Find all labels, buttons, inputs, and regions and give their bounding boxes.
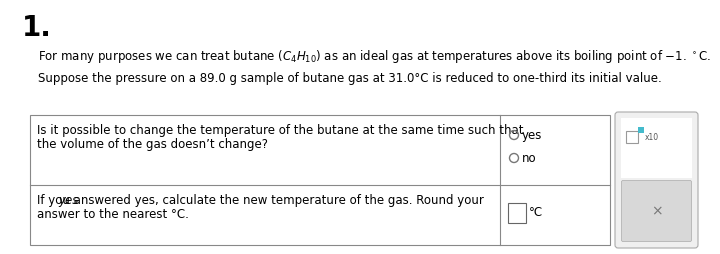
Text: Suppose the pressure on a 89.0 g sample of butane gas at 31.0°C is reduced to on: Suppose the pressure on a 89.0 g sample …	[38, 72, 662, 85]
Bar	[30, 115, 610, 245]
Text: answer to the nearest °C.: answer to the nearest °C.	[37, 208, 189, 221]
Text: °C: °C	[529, 207, 543, 219]
Text: If you answered yes, calculate the new temperature of the gas. Round your: If you answered yes, calculate the new t…	[37, 194, 484, 207]
Text: 1.: 1.	[22, 14, 52, 42]
Bar	[626, 131, 638, 143]
Text: Is it possible to change the temperature of the butane at the same time such tha: Is it possible to change the temperature…	[37, 124, 523, 137]
Text: For many purposes we can treat butane $(C_4H_{10})$ as an ideal gas at temperatu: For many purposes we can treat butane $(…	[38, 48, 711, 65]
Bar	[621, 118, 692, 178]
Bar	[508, 203, 526, 223]
FancyBboxPatch shape	[621, 181, 691, 242]
Text: yes: yes	[522, 129, 542, 141]
FancyBboxPatch shape	[615, 112, 698, 248]
Text: yes: yes	[58, 194, 78, 207]
Text: x10: x10	[645, 133, 659, 141]
Text: ×: ×	[651, 204, 662, 218]
Text: the volume of the gas doesn’t change?: the volume of the gas doesn’t change?	[37, 138, 268, 151]
Bar	[638, 127, 644, 133]
Text: no: no	[522, 151, 536, 165]
